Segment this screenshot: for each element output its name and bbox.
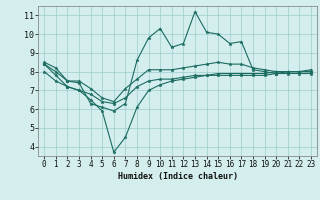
X-axis label: Humidex (Indice chaleur): Humidex (Indice chaleur) [118, 172, 238, 181]
